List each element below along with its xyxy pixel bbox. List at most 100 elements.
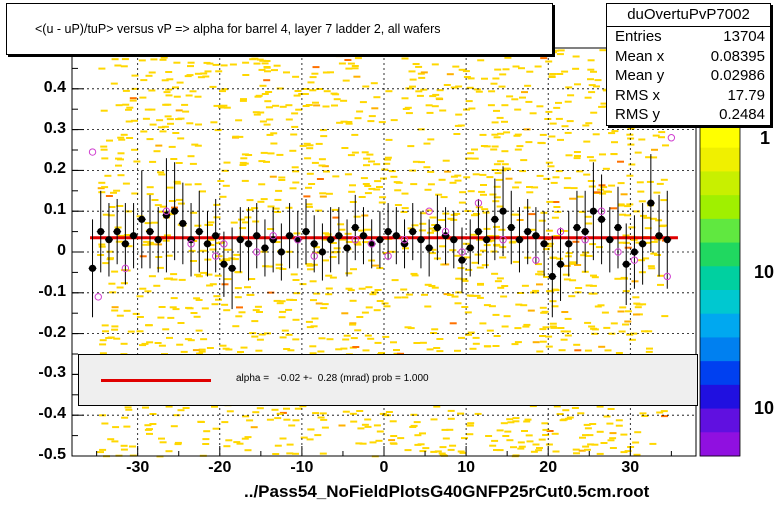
scatter-cell <box>536 283 543 286</box>
scatter-cell <box>574 349 582 352</box>
scatter-cell <box>410 424 418 427</box>
profile-point <box>630 248 639 256</box>
x-tick-label: 20 <box>539 459 558 476</box>
scatter-cell <box>223 106 231 109</box>
scatter-cell <box>214 129 222 132</box>
y-tick-label: -0.1 <box>38 282 66 300</box>
scatter-cell <box>620 433 628 436</box>
scatter-cell <box>424 188 432 191</box>
scatter-cell <box>565 417 572 420</box>
scatter-cell <box>593 85 600 88</box>
scatter-cell <box>168 200 176 202</box>
scatter-cell <box>394 296 402 299</box>
scatter-cell <box>494 68 502 71</box>
scatter-cell <box>321 426 329 429</box>
scatter-cell <box>439 245 447 248</box>
scatter-cell <box>241 437 249 440</box>
scatter-cell <box>194 183 202 186</box>
scatter-cell <box>339 238 347 241</box>
scatter-cell <box>514 108 522 111</box>
scatter-cell <box>555 170 563 173</box>
scatter-cell <box>143 240 151 243</box>
open-point <box>458 248 466 256</box>
scatter-cell <box>307 81 315 84</box>
scatter-cell <box>514 341 522 344</box>
scatter-cell <box>260 151 268 154</box>
scatter-cell <box>173 414 181 417</box>
scatter-cell <box>209 283 217 286</box>
scatter-cell <box>187 339 195 342</box>
scatter-cell <box>573 452 580 455</box>
scatter-cell <box>624 205 632 208</box>
scatter-cell <box>521 430 528 432</box>
scatter-cell <box>574 264 582 266</box>
scatter-cell <box>650 156 658 159</box>
scatter-cell <box>175 109 183 112</box>
scatter-cell <box>569 279 577 282</box>
scatter-cell <box>229 63 237 66</box>
scatter-cell <box>409 85 416 88</box>
scatter-cell <box>350 268 357 271</box>
scatter-cell <box>236 306 243 309</box>
profile-point <box>614 223 622 232</box>
scatter-cell <box>627 143 635 146</box>
scatter-cell <box>549 256 557 259</box>
scatter-cell <box>252 111 260 114</box>
scatter-cell <box>490 148 498 151</box>
scatter-cell <box>242 74 250 76</box>
scatter-cell <box>122 103 130 106</box>
scatter-cell <box>211 405 218 408</box>
scatter-cell <box>240 346 248 349</box>
scatter-cell <box>304 157 312 160</box>
scatter-cell <box>589 159 597 162</box>
scatter-cell <box>345 241 353 243</box>
scatter-cell <box>169 306 177 309</box>
scatter-cell <box>170 297 178 300</box>
scatter-cell <box>548 135 556 138</box>
scatter-cell <box>634 306 642 309</box>
scatter-cell <box>466 433 474 436</box>
scatter-cell <box>542 326 550 329</box>
profile-point <box>491 215 499 223</box>
scatter-cell <box>287 349 295 352</box>
stats-value: 17.79 <box>727 87 765 104</box>
profile-layer <box>88 154 672 318</box>
scatter-cell <box>292 279 300 281</box>
scatter-cell <box>281 329 289 332</box>
scatter-cell <box>586 156 594 159</box>
scatter-cell <box>455 277 463 280</box>
scatter-cell <box>195 123 202 126</box>
scatter-cell <box>198 348 206 351</box>
scatter-cell <box>317 350 325 353</box>
scatter-cell <box>274 444 282 447</box>
scatter-cell <box>112 426 120 429</box>
scatter-cell <box>521 284 529 287</box>
scatter-cell <box>584 349 592 352</box>
scatter-cell <box>258 183 266 186</box>
scatter-cell <box>501 104 509 107</box>
scatter-cell <box>148 108 156 111</box>
scatter-cell <box>207 244 215 246</box>
scatter-cell <box>129 445 136 448</box>
scatter-cell <box>430 418 438 421</box>
scatter-cell <box>575 287 583 289</box>
scatter-cell <box>618 241 626 244</box>
scatter-cell <box>552 201 560 203</box>
scatter-cell <box>374 289 382 291</box>
scatter-cell <box>441 428 449 431</box>
scatter-cell <box>588 84 596 87</box>
scatter-cell <box>493 163 501 166</box>
color-scale-band <box>700 242 740 267</box>
scatter-cell <box>111 325 119 328</box>
scatter-cell <box>203 430 211 433</box>
scatter-cell <box>349 184 356 187</box>
scatter-cell <box>497 132 505 135</box>
scatter-cell <box>292 75 300 78</box>
scatter-cell <box>349 201 357 203</box>
scatter-cell <box>486 176 494 179</box>
stats-label: RMS y <box>615 106 660 123</box>
scatter-cell <box>373 96 381 99</box>
scatter-cell <box>283 407 290 410</box>
scatter-cell <box>365 286 373 289</box>
scatter-cell <box>172 132 180 134</box>
